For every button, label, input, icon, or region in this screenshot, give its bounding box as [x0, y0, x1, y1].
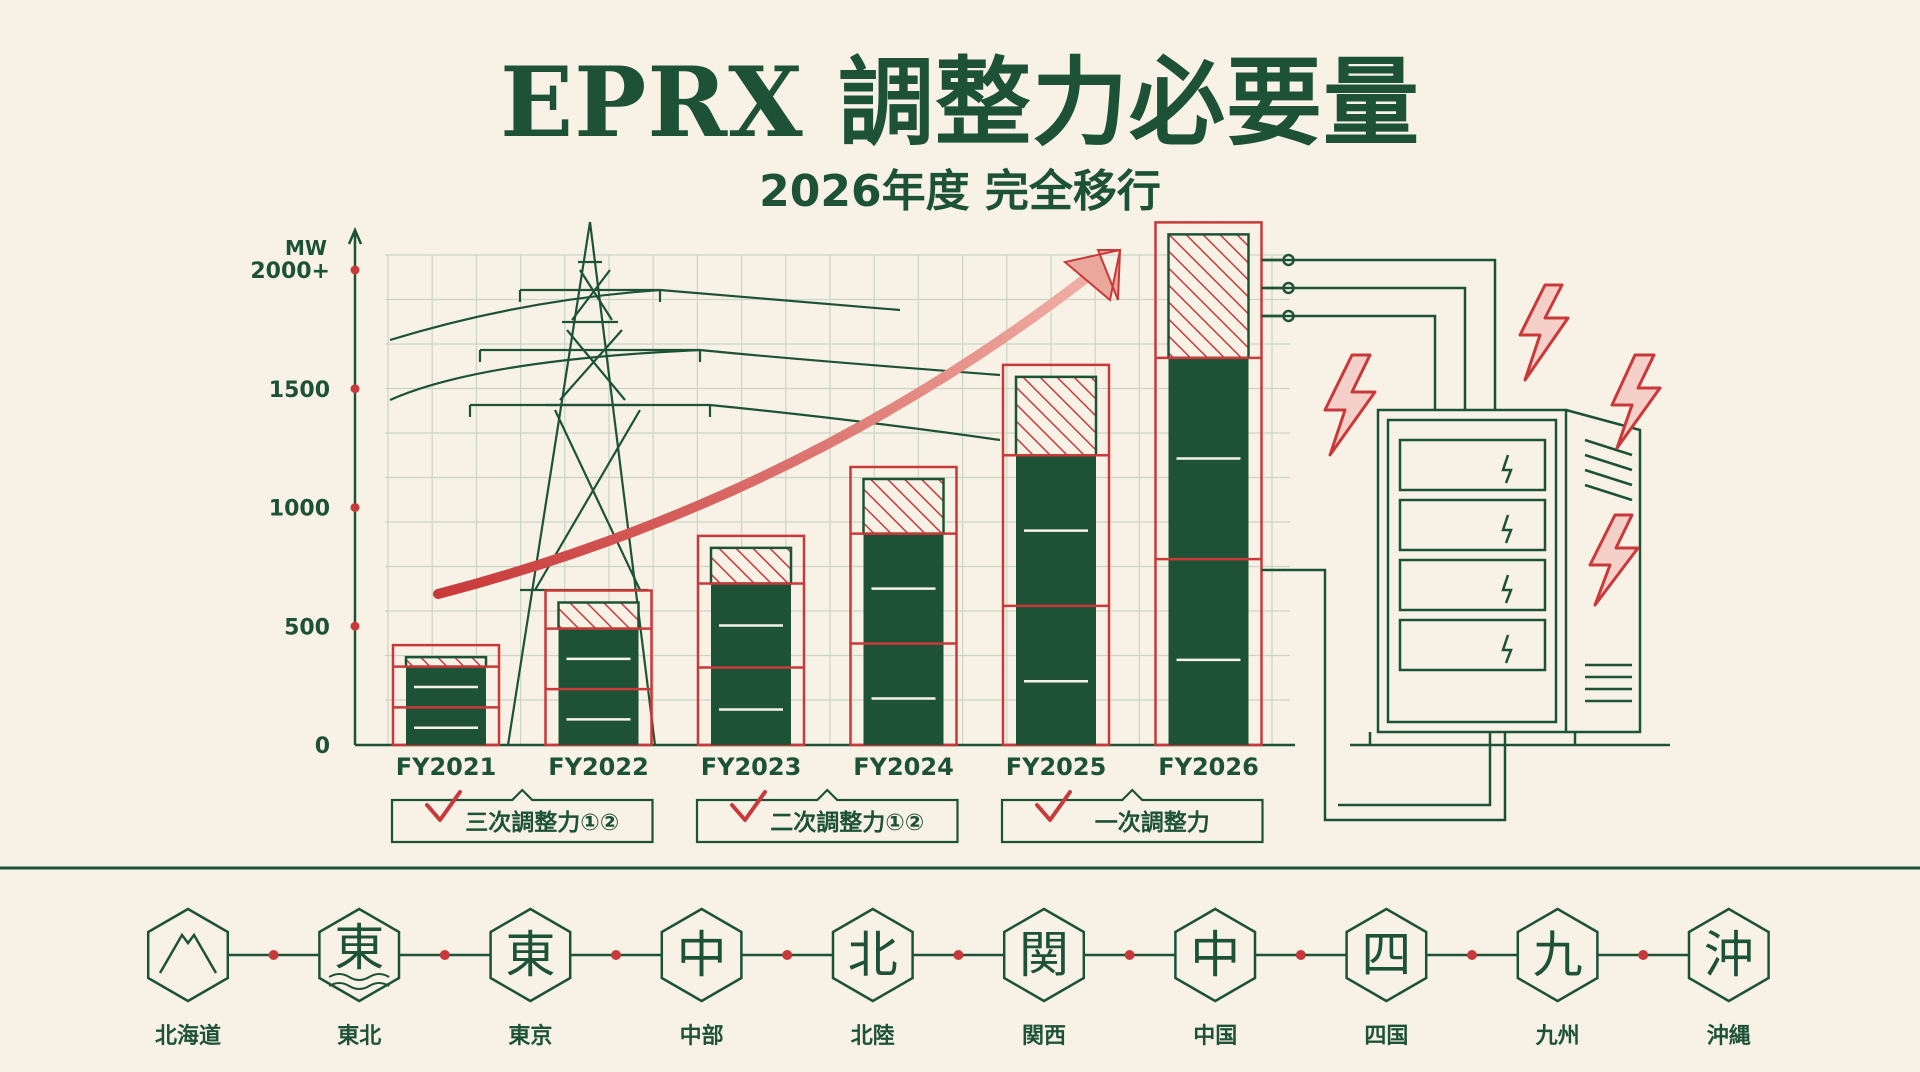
mountain-icon — [158, 932, 218, 974]
y-tick-label: 1000 — [269, 497, 330, 522]
lightning-bolt-icon — [1323, 283, 1662, 607]
region-中部: 中中部 — [660, 907, 743, 1049]
bar-segment-added — [1014, 375, 1098, 457]
region-hexagon — [660, 907, 743, 1003]
region-connector-dot — [1467, 950, 1477, 960]
bar-segment-base — [1168, 357, 1249, 745]
chart-title: EPRX 調整力必要量 — [499, 46, 1421, 159]
region-四国: 四四国 — [1345, 907, 1428, 1049]
waves-icon — [328, 973, 390, 990]
bar-segment-added — [709, 546, 793, 585]
check-mark-icon — [1035, 790, 1072, 822]
region-東北: 東東北 — [318, 907, 401, 1049]
bar-segment-base — [406, 666, 486, 745]
region-glyph: 関 — [1019, 926, 1069, 984]
x-tick-label: FY2024 — [853, 753, 954, 781]
region-glyph: 沖 — [1704, 926, 1754, 984]
bar-segment-base — [711, 583, 791, 745]
y-axis-label: MW — [285, 236, 327, 260]
region-北陸: 北北陸 — [831, 907, 914, 1049]
region-glyph: 東 — [334, 919, 384, 977]
connector — [1282, 309, 1295, 323]
region-label: 中部 — [680, 1023, 724, 1049]
region-hexagon — [1174, 907, 1257, 1003]
region-connector-dot — [268, 950, 279, 960]
phase-box: 三次調整力①② — [390, 788, 654, 844]
phase-box: 一次調整力 — [1000, 788, 1264, 844]
region-中国: 中中国 — [1174, 907, 1257, 1049]
region-hexagon — [831, 907, 914, 1003]
region-hexagon — [146, 907, 230, 1003]
region-hexagon — [1516, 907, 1599, 1003]
region-connector-dot — [439, 950, 450, 960]
region-hexagon — [318, 907, 401, 1003]
region-glyph: 中 — [1190, 926, 1240, 984]
region-label: 関西 — [1022, 1024, 1066, 1049]
bar-segment-added — [1167, 233, 1250, 360]
x-tick-label: FY2021 — [396, 753, 497, 781]
battery-storage-icon — [1263, 258, 1670, 822]
y-tick-mark — [350, 503, 360, 512]
phase-label: 一次調整力 — [1095, 809, 1210, 836]
y-tick-mark — [350, 621, 360, 631]
region-label: 九州 — [1535, 1024, 1580, 1049]
region-connector-dot — [953, 950, 964, 960]
phase-label: 三次調整力①② — [465, 809, 619, 836]
region-label: 中国 — [1193, 1024, 1237, 1049]
region-connector-dot — [1295, 950, 1306, 960]
bar-segment-base — [1016, 455, 1096, 745]
y-tick-mark — [350, 384, 360, 394]
region-label: 沖縄 — [1707, 1024, 1751, 1049]
region-connector-dot — [1124, 950, 1135, 960]
region-glyph: 中 — [677, 926, 727, 984]
region-label: 北陸 — [851, 1023, 895, 1049]
bar-segment-base — [863, 533, 944, 745]
trend-arrow-icon — [433, 248, 1122, 599]
region-connector-dot — [611, 950, 621, 960]
transmission-tower-icon — [389, 221, 1001, 746]
region-label: 北海道 — [155, 1023, 221, 1049]
y-tick-mark — [350, 265, 360, 275]
region-label: 東北 — [337, 1024, 381, 1049]
x-tick-label: FY2022 — [548, 753, 649, 781]
phase-label: 二次調整力①② — [770, 809, 924, 836]
x-tick-label: FY2025 — [1006, 753, 1107, 781]
bar-segment-base — [558, 628, 639, 745]
region-glyph: 九 — [1533, 926, 1583, 984]
region-hexagon — [1002, 907, 1086, 1003]
region-connector-dot — [782, 950, 793, 960]
y-tick-label: 0 — [315, 734, 330, 759]
region-九州: 九九州 — [1516, 907, 1599, 1049]
y-tick-label: 2000+ — [250, 259, 330, 284]
check-mark-icon — [425, 790, 462, 822]
region-label: 四国 — [1364, 1024, 1408, 1049]
y-tick-label: 500 — [284, 615, 330, 640]
region-沖縄: 沖沖縄 — [1687, 907, 1770, 1049]
bar-segment-added — [404, 655, 488, 668]
x-tick-label: FY2026 — [1158, 753, 1259, 781]
bar-segment-added — [862, 477, 945, 535]
region-hexagon — [489, 907, 572, 1003]
axis — [347, 226, 1295, 747]
chart-subtitle: 2026年度 完全移行 — [759, 166, 1161, 217]
region-hexagon — [1687, 907, 1770, 1003]
bar-segment-added — [557, 601, 640, 630]
region-glyph: 東 — [505, 926, 555, 984]
region-hexagon — [1345, 907, 1428, 1003]
region-glyph: 北 — [848, 926, 898, 984]
phase-box: 二次調整力①② — [695, 788, 959, 844]
region-label: 東京 — [508, 1023, 552, 1049]
connector — [1282, 253, 1295, 267]
region-connector-dot — [1638, 950, 1649, 960]
check-mark-icon — [730, 790, 767, 822]
region-関西: 関関西 — [1002, 907, 1086, 1049]
region-北海道: 北海道 — [146, 907, 230, 1049]
y-tick-label: 1500 — [269, 378, 330, 403]
region-glyph: 四 — [1361, 926, 1411, 984]
connector — [1282, 281, 1295, 295]
region-東京: 東東京 — [489, 907, 572, 1049]
x-tick-label: FY2023 — [701, 753, 802, 781]
